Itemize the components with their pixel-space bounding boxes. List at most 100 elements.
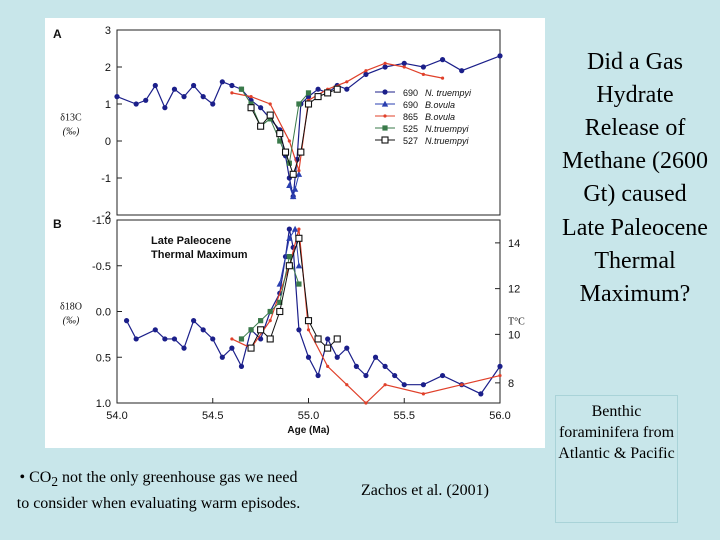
data-point	[162, 105, 168, 111]
data-point	[353, 363, 359, 369]
y-axis-label-units: (‰)	[63, 316, 80, 327]
data-point	[267, 116, 273, 122]
y-tick-label: 3	[105, 25, 111, 37]
legend-species: N. truempyi	[425, 88, 472, 98]
y-tick-label: -0.5	[92, 261, 111, 273]
data-point	[383, 383, 387, 387]
legend-site: 690	[403, 88, 418, 98]
data-point	[285, 262, 293, 270]
data-point	[171, 336, 178, 342]
data-point	[268, 319, 272, 323]
data-point	[258, 318, 264, 324]
data-point	[248, 101, 254, 107]
data-point	[306, 328, 311, 332]
data-point	[364, 401, 368, 405]
data-point	[266, 335, 274, 343]
y2-axis-label: T°C	[508, 317, 525, 328]
x-tick-label: 55.0	[298, 410, 319, 422]
data-point	[289, 193, 297, 200]
data-point	[498, 373, 502, 378]
data-point	[210, 336, 216, 342]
data-point	[497, 363, 503, 369]
data-point	[238, 363, 245, 369]
citation: Zachos et al. (2001)	[361, 482, 489, 499]
y2-tick-label: 8	[508, 378, 514, 390]
data-point	[459, 68, 465, 74]
data-point	[230, 91, 234, 95]
y-tick-label: -1.0	[92, 215, 111, 227]
data-point	[286, 182, 293, 188]
y2-tick-label: 12	[508, 284, 520, 296]
chart-panel-b: B -1.0 -0.5 0.0 0.5 1.0 δ18O (‰) 14 12 10 8 T°C Late …	[53, 215, 525, 436]
data-point	[421, 72, 425, 76]
data-point	[297, 169, 301, 173]
data-point	[229, 82, 235, 89]
data-point	[276, 130, 284, 138]
data-point	[333, 335, 341, 343]
data-point	[248, 327, 254, 333]
data-point	[497, 53, 503, 59]
legend-site: 525	[403, 124, 418, 134]
legend: 690 N. truempyi 690 B.ovula 865 B.ovula 525 N.t…	[375, 88, 472, 146]
data-point	[363, 71, 369, 77]
data-point	[325, 336, 331, 342]
chart-panel-a: A 3 2 1 0 -1 -2 δ13C (‰) 690 N. truempyi 690 B.ovula…	[53, 25, 503, 222]
data-point	[258, 105, 264, 111]
data-point	[295, 234, 303, 242]
series-690-n-truempyi	[123, 226, 503, 397]
data-point	[344, 345, 350, 351]
data-point	[392, 372, 398, 379]
y-tick-label: 1	[105, 99, 111, 111]
legend-site: 865	[403, 112, 418, 122]
y-axis-label-units: (‰)	[63, 127, 80, 138]
legend-species: B.ovula	[425, 112, 455, 122]
data-point	[281, 148, 290, 156]
series-865-b-ovula	[230, 61, 445, 173]
x-axis-label: Age (Ma)	[287, 425, 329, 436]
data-point	[421, 392, 425, 396]
data-point	[171, 86, 178, 92]
y-axis-label: δ18O	[60, 302, 82, 313]
data-point	[315, 86, 321, 92]
data-point	[439, 57, 446, 63]
x-tick-label: 55.5	[394, 410, 415, 422]
data-point	[191, 82, 197, 89]
data-point	[383, 61, 387, 65]
series-line	[288, 174, 300, 199]
data-point	[291, 225, 299, 232]
x-tick-label: 54.5	[202, 410, 223, 422]
data-point	[291, 185, 299, 192]
data-point	[304, 317, 313, 325]
data-point	[277, 299, 283, 305]
data-point	[114, 94, 120, 100]
data-point	[287, 139, 291, 143]
data-point	[314, 335, 322, 343]
plot-frame	[116, 29, 501, 216]
data-point	[326, 364, 330, 368]
y-tick-label: 0.5	[96, 352, 111, 364]
data-point	[305, 354, 312, 360]
x-tick-label: 56.0	[489, 410, 510, 422]
y2-tick-label: 14	[508, 238, 520, 250]
data-point	[133, 336, 139, 342]
series-690-b-ovula	[276, 225, 303, 287]
data-point	[276, 280, 283, 287]
data-point	[219, 79, 225, 85]
y-tick-label: -2	[101, 210, 111, 222]
data-point	[230, 337, 234, 341]
bullet-rest: not the only greenhouse gas we need to c…	[16, 469, 301, 512]
data-point	[257, 122, 265, 130]
legend-species: B.ovula	[425, 100, 455, 110]
legend-site: 527	[403, 136, 418, 146]
data-point	[229, 345, 235, 351]
data-point	[286, 254, 292, 260]
benthic-note-box: Benthic foraminifera from Atlantic & Pac…	[555, 395, 678, 523]
legend-marker	[382, 125, 388, 131]
data-point	[249, 95, 253, 99]
data-point	[152, 327, 158, 333]
data-point	[333, 85, 341, 93]
data-point	[324, 344, 332, 352]
data-point	[266, 111, 274, 119]
data-point	[133, 101, 139, 107]
